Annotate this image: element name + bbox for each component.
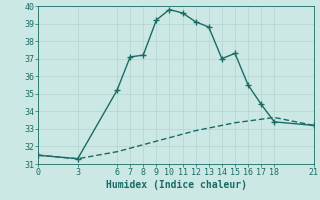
X-axis label: Humidex (Indice chaleur): Humidex (Indice chaleur)	[106, 180, 246, 190]
